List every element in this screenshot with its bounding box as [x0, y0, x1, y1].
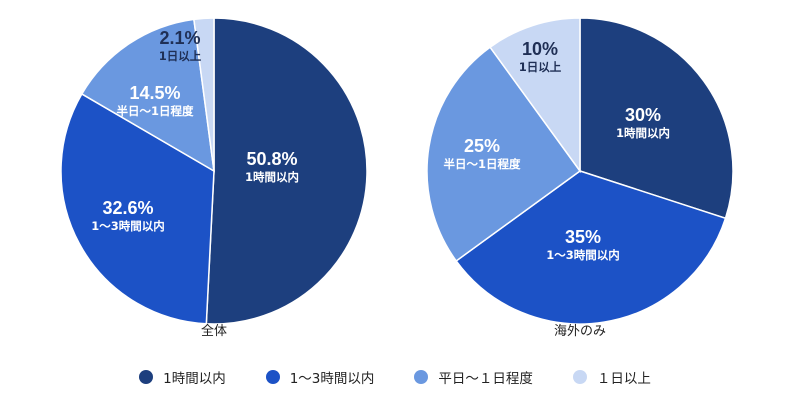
pie-overall: 50.8%1時間以内 32.6%1～3時間以内 14.5%半日～1日程度 2.1%1日…	[60, 17, 368, 339]
pie-slice	[193, 17, 215, 172]
pie-slice	[579, 17, 734, 220]
pie-slice	[489, 17, 581, 174]
pie-title: 全体	[201, 323, 227, 339]
slice-percent-label: 14.5%	[129, 83, 180, 103]
legend-label: 平日～１日程度	[438, 371, 533, 387]
slice-percent-label: 25%	[464, 136, 500, 156]
legend-swatch	[414, 370, 429, 384]
legend: 1時間以内 1～3時間以内 平日～１日程度 １日以上	[0, 362, 790, 392]
legend-swatch	[572, 370, 587, 384]
slice-percent-label: 50.8%	[246, 149, 297, 169]
legend-label: 1時間以内	[163, 371, 226, 387]
slice-category-label: 1日以上	[519, 60, 562, 74]
legend-label: 1～3時間以内	[289, 371, 375, 387]
legend-item-over-1day: １日以上	[572, 367, 651, 387]
pie-slice	[80, 18, 215, 173]
slice-percent-label: 32.6%	[102, 198, 153, 218]
legend-swatch	[139, 370, 154, 384]
slice-category-label: 1時間以内	[616, 126, 670, 140]
legend-label: １日以上	[596, 371, 651, 387]
slice-category-label: 1日以上	[159, 49, 202, 63]
legend-swatch	[265, 370, 280, 384]
slice-category-label: 1～3時間以内	[546, 248, 620, 262]
pie-slice	[455, 170, 727, 325]
pie-title: 海外のみ	[554, 324, 606, 339]
pie-slice	[205, 17, 368, 325]
legend-item-half-to-1day: 平日～１日程度	[414, 367, 533, 387]
slice-percent-label: 30%	[625, 105, 661, 125]
slice-percent-label: 10%	[522, 39, 558, 59]
slice-category-label: 1～3時間以内	[91, 219, 165, 233]
slice-category-label: 半日～1日程度	[116, 104, 194, 118]
legend-item-1-to-3h: 1～3時間以内	[265, 367, 375, 387]
pie-charts: 50.8%1時間以内32.6%1～3時間以内14.5%半日～1日程度2.1%1日…	[60, 17, 734, 339]
slice-category-label: 半日～1日程度	[443, 157, 521, 171]
slice-percent-label: 2.1%	[159, 28, 200, 48]
slice-category-label: 1時間以内	[245, 170, 299, 184]
slice-percent-label: 35%	[565, 227, 601, 247]
pie-slice	[426, 46, 582, 262]
pie-slice	[60, 92, 215, 325]
legend-item-within-1h: 1時間以内	[139, 367, 226, 387]
